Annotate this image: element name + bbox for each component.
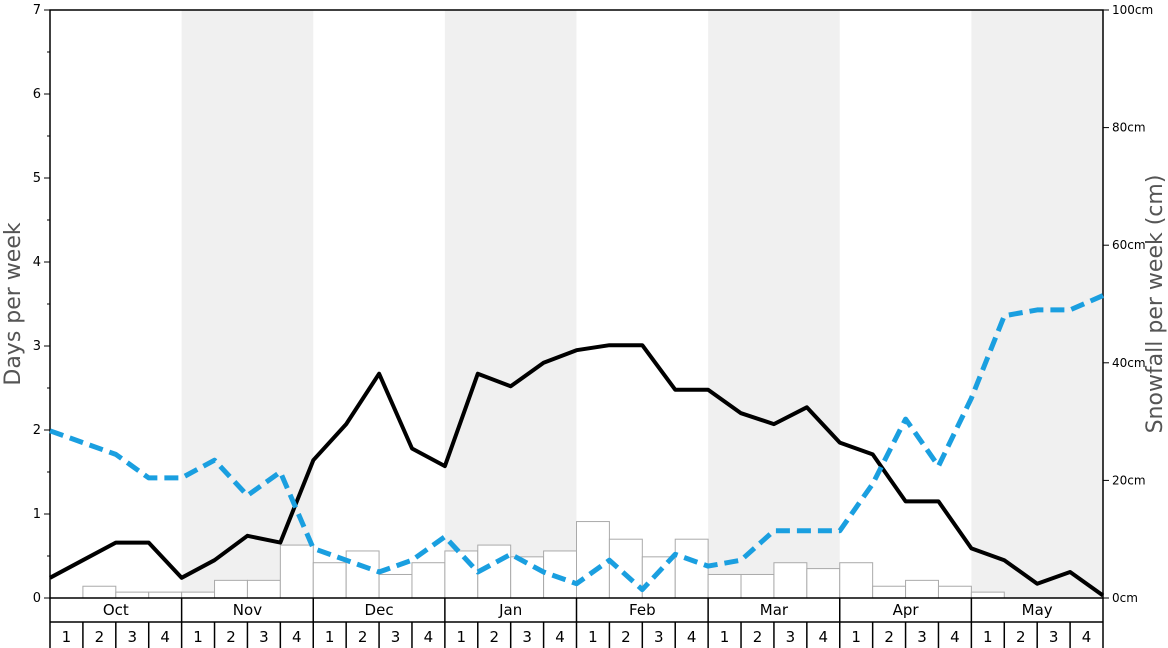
week-label: 1	[193, 628, 203, 646]
week-label: 1	[588, 628, 598, 646]
snowfall-bar	[345, 550, 380, 599]
snowfall-bar	[806, 568, 841, 599]
dashed-series-line	[49, 293, 1104, 593]
right-axis-title: Snowfall per week (cm)	[1143, 175, 1168, 434]
snowfall-bar	[872, 585, 907, 599]
month-label: Oct	[103, 601, 129, 619]
snowfall-bar	[674, 538, 709, 599]
week-label: 4	[1082, 628, 1092, 646]
snowfall-bar	[576, 521, 610, 599]
week-label: 4	[424, 628, 434, 646]
snowfall-bar	[82, 585, 117, 599]
snowfall-bar	[148, 591, 183, 599]
snowfall-bar	[411, 562, 446, 599]
left-tick-label: 7	[33, 3, 41, 18]
month-label: Mar	[760, 601, 789, 619]
week-label: 4	[555, 628, 565, 646]
week-label: 2	[753, 628, 763, 646]
right-tick-label: 60cm	[1112, 238, 1146, 252]
snowfall-bar	[905, 579, 939, 599]
month-label: Dec	[365, 601, 394, 619]
week-label: 3	[259, 628, 269, 646]
right-tick-label: 40cm	[1112, 356, 1146, 370]
snowfall-bar	[543, 550, 577, 599]
days-series-line	[49, 343, 1105, 598]
week-label: 4	[819, 628, 829, 646]
snowfall-bar	[378, 573, 413, 599]
right-tick-label: 0cm	[1112, 591, 1138, 605]
snowfall-bar	[740, 573, 775, 599]
left-tick-label: 1	[33, 507, 41, 522]
month-shade	[444, 10, 577, 598]
week-label: 2	[1016, 628, 1026, 646]
right-tick-label: 80cm	[1112, 121, 1146, 135]
snowfall-bar	[181, 591, 216, 599]
left-tick-label: 6	[33, 87, 41, 102]
left-tick-label: 0	[33, 591, 41, 606]
week-label: 2	[489, 628, 499, 646]
snowfall-bar	[279, 544, 314, 599]
week-label: 1	[983, 628, 993, 646]
week-label: 4	[292, 628, 302, 646]
month-label: Jan	[498, 601, 522, 619]
snowfall-bar	[115, 591, 150, 599]
left-tick-label: 3	[33, 339, 41, 354]
snowfall-bar	[510, 556, 545, 599]
month-label: Apr	[893, 601, 920, 619]
left-tick-label: 2	[33, 423, 41, 438]
month-label: Nov	[233, 601, 262, 619]
snowfall-bar	[773, 562, 808, 599]
snowfall-bar	[707, 573, 742, 599]
week-label: 3	[127, 628, 137, 646]
month-label: May	[1022, 601, 1053, 619]
week-label: 2	[358, 628, 368, 646]
week-label: 3	[391, 628, 401, 646]
left-axis-title: Days per week	[1, 222, 26, 385]
snowfall-bar	[608, 538, 643, 599]
snowfall-bar	[839, 562, 874, 599]
left-axis: 0 1 2 3 4 5 6 7	[33, 3, 50, 606]
week-label: 4	[160, 628, 170, 646]
week-label: 1	[457, 628, 467, 646]
week-label: 3	[654, 628, 664, 646]
left-tick-label: 4	[33, 255, 41, 270]
week-label: 1	[325, 628, 335, 646]
month-shading	[181, 10, 1103, 598]
right-tick-label: 100cm	[1112, 3, 1153, 17]
week-label: 1	[851, 628, 861, 646]
week-label: 3	[917, 628, 927, 646]
left-tick-label: 5	[33, 171, 41, 186]
snowfall-bar	[970, 591, 1005, 599]
snowfall-bar	[246, 579, 281, 599]
week-label: 2	[621, 628, 631, 646]
month-week-axis: Oct 1 2 3 4 Nov 1 2 3 4 Dec 1 2 3 4 Jan 1 2 3 4 Feb 1 2 3 4 Mar 1 2…	[49, 598, 1104, 648]
week-label: 2	[226, 628, 236, 646]
week-label: 3	[1049, 628, 1059, 646]
snowfall-bar	[312, 562, 347, 599]
week-label: 2	[884, 628, 894, 646]
week-label: 1	[62, 628, 72, 646]
month-shade	[708, 10, 840, 598]
snowfall-bar	[937, 585, 972, 599]
snowfall-bar	[214, 579, 248, 599]
week-label: 1	[720, 628, 730, 646]
week-label: 4	[687, 628, 697, 646]
right-tick-label: 20cm	[1112, 473, 1146, 487]
lines	[49, 293, 1105, 598]
week-label: 3	[522, 628, 532, 646]
week-label: 4	[950, 628, 960, 646]
week-label: 3	[786, 628, 796, 646]
right-axis: 0cm 20cm 40cm 60cm 80cm 100cm	[1103, 3, 1153, 605]
snowfall-bar	[444, 550, 479, 599]
week-label: 2	[95, 628, 105, 646]
month-label: Feb	[629, 601, 656, 619]
